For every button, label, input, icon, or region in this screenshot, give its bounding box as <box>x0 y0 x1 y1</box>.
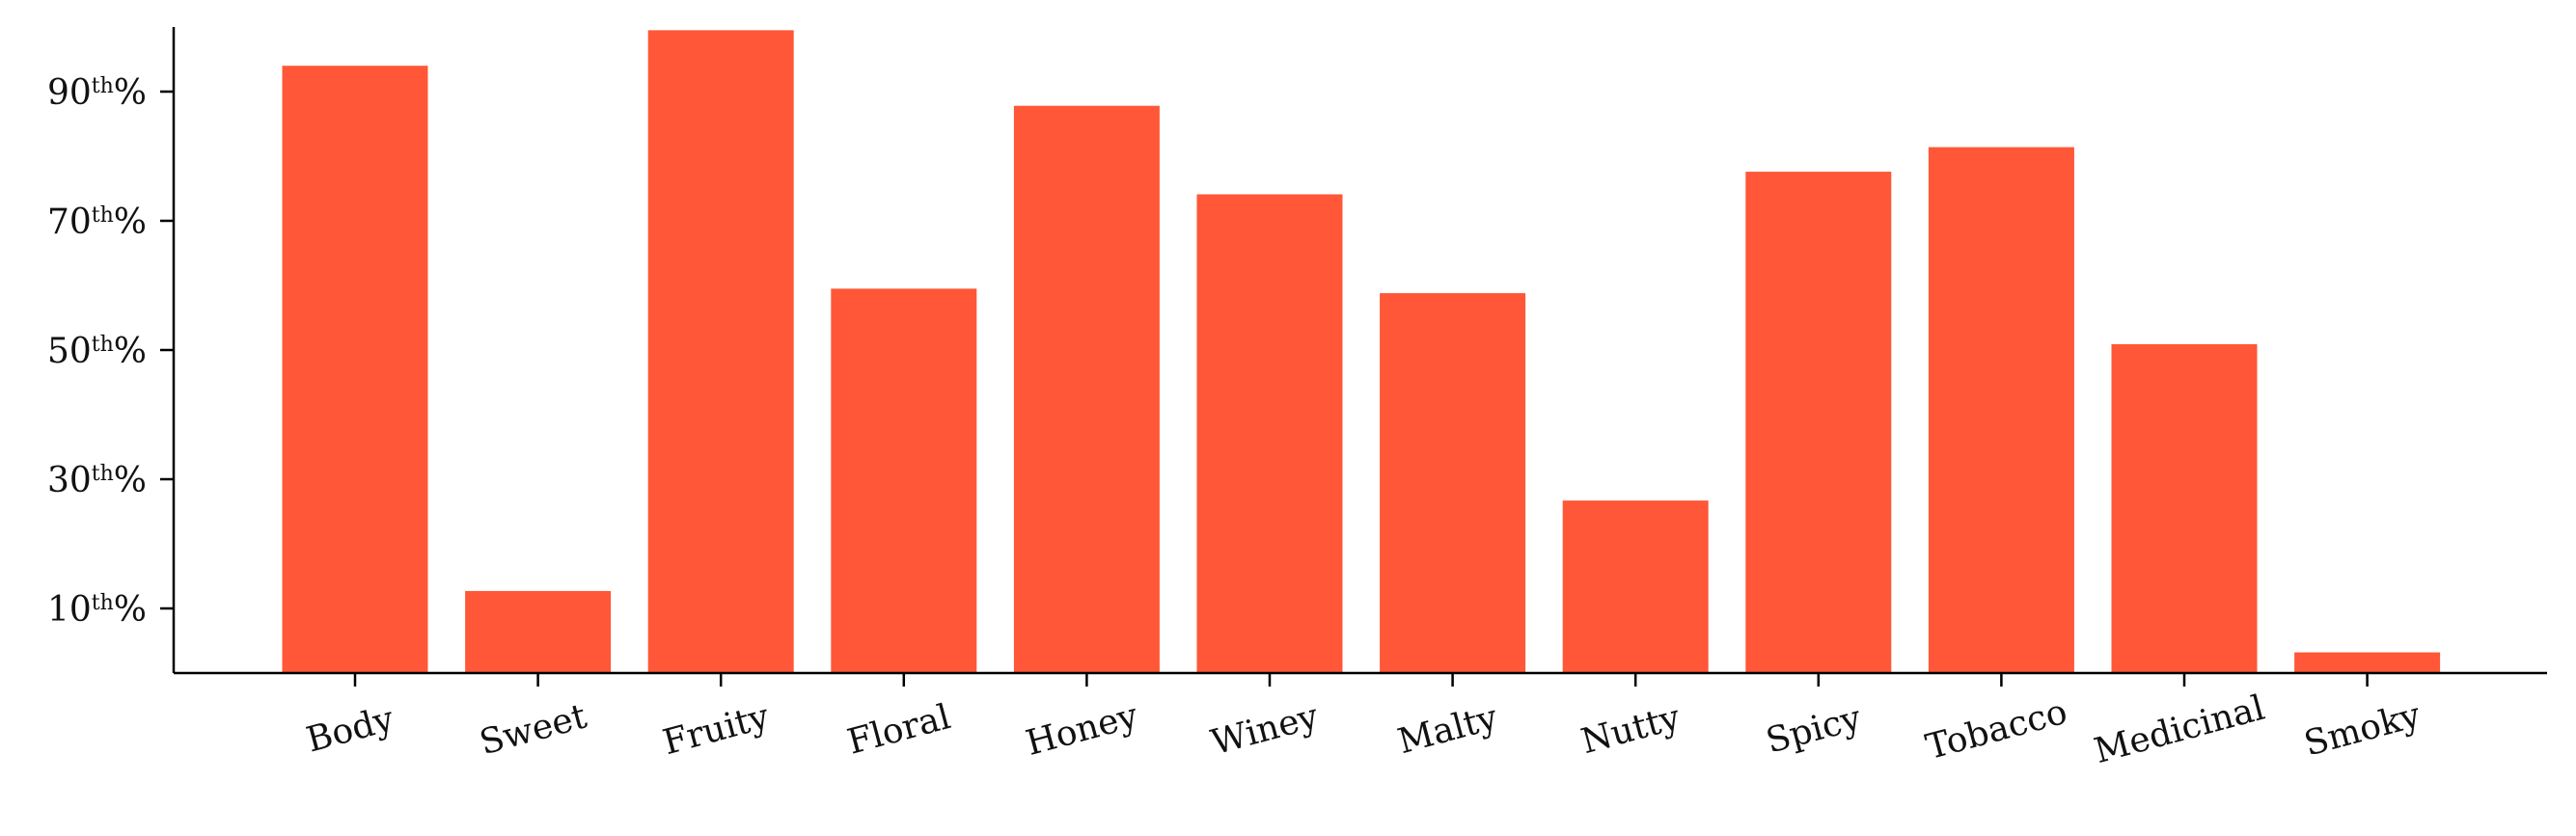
bar-smoky <box>2294 652 2441 673</box>
bar-honey <box>1013 105 1160 674</box>
x-tick-label: Honey <box>1022 696 1142 764</box>
x-tick-label: Floral <box>843 697 954 763</box>
bars-group <box>282 30 2441 674</box>
bar-medicinal <box>2111 343 2258 673</box>
bar-fruity <box>647 30 794 674</box>
y-tick-label: 50th% <box>47 332 147 371</box>
bar-sweet <box>465 590 612 673</box>
bar-winey <box>1196 194 1343 673</box>
x-tick-label: Body <box>303 699 399 760</box>
x-tick-label: Malty <box>1394 697 1502 762</box>
x-tick-label: Tobacco <box>1922 692 2071 768</box>
y-tick-label: 10th% <box>47 590 147 630</box>
x-tick-label: Winey <box>1207 696 1323 763</box>
y-tick-label: 90th% <box>47 73 147 113</box>
y-tick-label: 30th% <box>47 461 147 500</box>
x-tick-label: Nutty <box>1577 697 1685 762</box>
bar-body <box>282 66 428 673</box>
bar-tobacco <box>1928 147 2074 673</box>
bar-spicy <box>1745 172 1892 673</box>
bar-floral <box>831 288 977 673</box>
x-tick-label: Sweet <box>476 696 591 763</box>
x-tick-label: Fruity <box>659 696 774 763</box>
x-ticks-group: Body Sweet Fruity Floral Honey Winey Malty Nutt… <box>303 673 2425 771</box>
bar-malty <box>1380 293 1526 673</box>
bar-nutty <box>1562 500 1709 673</box>
y-ticks-group: 10th% 30th% 50th% 70th% 90th% <box>47 73 174 630</box>
y-tick-label: 70th% <box>47 202 147 242</box>
x-tick-label: Medicinal <box>2091 688 2269 771</box>
x-tick-label: Spicy <box>1762 698 1866 762</box>
x-tick-label: Smoky <box>2300 695 2425 765</box>
